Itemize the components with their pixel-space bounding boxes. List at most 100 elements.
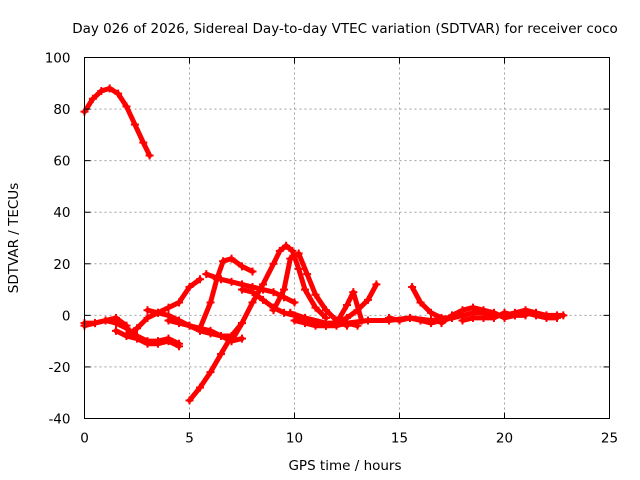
data-point [427, 308, 435, 317]
data-point [294, 249, 303, 258]
data-point [500, 308, 509, 317]
data-point [437, 319, 446, 328]
data-point [196, 324, 204, 333]
data-point [185, 321, 194, 330]
data-point [175, 298, 183, 307]
data-point [185, 282, 194, 291]
data-point [97, 87, 106, 96]
data-point [343, 301, 351, 310]
data-point [227, 277, 236, 286]
y-tick-label: 100 [45, 51, 71, 67]
data-point [311, 303, 320, 312]
data-point [238, 285, 246, 294]
data-point [343, 319, 351, 328]
data-point [322, 306, 330, 315]
tick-layer: 0 5 10 15 20 25 -40 -20 0 20 40 60 80 100 [45, 51, 618, 447]
grid-layer [84, 57, 610, 419]
data-point [175, 342, 183, 351]
y-tick-label: 80 [53, 102, 70, 118]
data-point [532, 311, 540, 320]
data-point [164, 303, 173, 312]
data-point [469, 313, 477, 322]
data-point [206, 326, 215, 335]
data-point [101, 316, 110, 325]
data-point [238, 334, 246, 343]
data-point [290, 316, 299, 325]
data-point [353, 306, 362, 315]
data-point [385, 313, 393, 322]
data-point [164, 316, 173, 325]
data-point [122, 321, 131, 330]
y-tick-label: 60 [53, 154, 70, 170]
data-point [105, 84, 114, 93]
data-point [286, 254, 295, 263]
data-point [88, 94, 97, 103]
data-point [275, 246, 284, 255]
data-point [238, 262, 246, 271]
data-point [303, 270, 312, 279]
x-tick-label: 15 [391, 431, 408, 447]
series-line-s11 [229, 243, 329, 344]
data-point [143, 313, 152, 322]
data-point [91, 319, 99, 328]
data-point [458, 316, 467, 325]
data-point [280, 285, 288, 294]
data-point [145, 151, 154, 160]
data-point [286, 308, 295, 317]
data-point [227, 254, 236, 263]
data-point [301, 285, 309, 294]
data-point [372, 280, 381, 289]
data-point [458, 306, 467, 315]
data-point [202, 270, 211, 279]
data-point [288, 246, 297, 255]
plot-frame [84, 57, 610, 419]
data-point [164, 337, 173, 346]
data-point [511, 311, 519, 320]
data-point [479, 313, 488, 322]
plot-area [80, 84, 568, 405]
data-point [196, 383, 204, 392]
y-tick-label: 40 [53, 205, 70, 221]
data-point [294, 264, 303, 273]
data-point [133, 324, 141, 333]
data-point [217, 350, 225, 359]
data-point [248, 267, 257, 276]
data-point [196, 275, 204, 284]
data-point [206, 298, 215, 307]
data-point [521, 308, 530, 317]
data-point [364, 316, 372, 325]
data-point [143, 306, 152, 315]
data-point [322, 319, 330, 328]
data-point [479, 306, 488, 315]
data-point [133, 334, 141, 343]
data-point [416, 298, 425, 307]
data-point [238, 319, 246, 328]
y-tick-label: 0 [62, 308, 71, 324]
x-tick-label: 5 [185, 431, 194, 447]
y-tick-label: 20 [53, 257, 70, 273]
y-axis-label: SDTVAR / TECUs [6, 183, 22, 293]
x-tick-label: 20 [496, 431, 513, 447]
data-point [185, 396, 194, 405]
y-tick-label: -40 [48, 412, 70, 428]
data-point [469, 303, 477, 312]
data-point [175, 319, 183, 328]
y-tick-label: -20 [48, 360, 70, 376]
data-point [217, 275, 225, 284]
data-point [143, 339, 152, 348]
data-point [248, 288, 257, 297]
data-point [122, 331, 131, 340]
data-point [227, 337, 236, 346]
data-point [408, 282, 417, 291]
data-point [139, 138, 148, 147]
data-point [282, 241, 291, 250]
data-point [269, 288, 278, 297]
x-tick-label: 0 [80, 431, 89, 447]
data-point [219, 257, 228, 266]
data-point [290, 298, 299, 307]
data-point [259, 280, 267, 289]
data-point [364, 295, 372, 304]
data-point [395, 316, 404, 325]
x-tick-label: 10 [286, 431, 303, 447]
chart-title: Day 026 of 2026, Sidereal Day-to-day VTE… [72, 21, 618, 37]
